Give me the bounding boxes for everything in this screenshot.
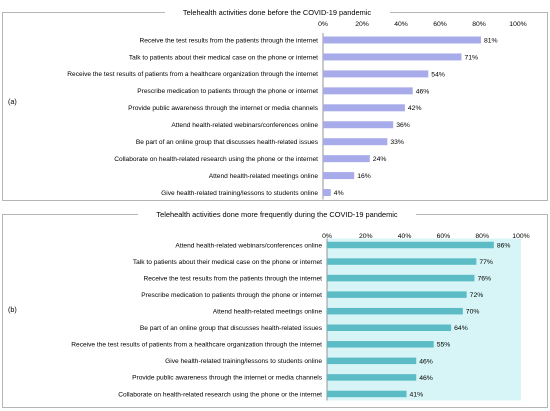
category-label: Attend health-related webinars/conferenc… (171, 122, 318, 129)
value-label: 36% (396, 122, 410, 129)
bar (323, 53, 462, 61)
bar (327, 241, 494, 249)
bar (323, 121, 394, 129)
category-label: Prescribe medication to patients through… (137, 88, 318, 95)
category-label: Collaborate on health-related research u… (114, 156, 318, 163)
category-label: Give health-related training/lessons to … (165, 358, 322, 365)
category-label: Be part of an online group that discusse… (136, 139, 319, 146)
bar (327, 357, 417, 365)
category-label: Receive the test results from the patien… (140, 37, 319, 44)
bar (323, 87, 413, 95)
category-label: Be part of an online group that discusse… (140, 325, 323, 332)
value-label: 54% (431, 71, 445, 78)
value-label: 71% (464, 54, 478, 61)
value-label: 24% (373, 156, 387, 163)
x-tick-label: 40% (394, 21, 408, 28)
panel-b-title-mask (138, 208, 416, 220)
category-label: Talk to patients about their medical cas… (129, 54, 318, 61)
x-tick-label: 0% (322, 233, 332, 240)
x-tick-label: 60% (433, 21, 447, 28)
bar (327, 258, 477, 265)
category-label: Talk to patients about their medical cas… (133, 259, 322, 266)
value-label: 33% (390, 139, 404, 146)
value-label: 77% (479, 259, 493, 266)
category-label: Prescribe medication to patients through… (141, 292, 322, 299)
x-tick-label: 40% (398, 233, 412, 240)
bar (323, 189, 331, 197)
value-label: 41% (410, 391, 424, 398)
value-label: 16% (357, 173, 371, 180)
value-label: 86% (497, 242, 511, 249)
bar (323, 138, 388, 146)
value-label: 4% (334, 190, 344, 197)
category-label: Give health-related training/lessons to … (161, 190, 318, 197)
panel-a-label: (a) (8, 97, 17, 106)
category-label: Attend health-related meetings online (213, 309, 323, 316)
x-tick-label: 0% (318, 21, 328, 28)
bar (327, 291, 467, 298)
bar (327, 324, 452, 331)
value-label: 70% (466, 309, 480, 316)
plot-band (327, 238, 521, 401)
bar (327, 341, 434, 348)
value-label: 46% (419, 375, 433, 382)
value-label: 64% (454, 325, 468, 332)
category-label: Attend health-related webinars/conferenc… (175, 242, 322, 249)
bar (323, 104, 405, 112)
category-label: Provide public awareness through the int… (128, 105, 319, 112)
bar (327, 390, 407, 398)
panel-b-chart: 0% 20% 40% 60% 80% 100% Attend health-related … (71, 233, 530, 401)
bar (327, 274, 475, 282)
bar (323, 155, 370, 163)
x-tick-label: 20% (359, 233, 373, 240)
category-label: Receive the test results of patients fro… (71, 342, 322, 349)
panel-b-label: (b) (8, 305, 17, 314)
x-tick-label: 60% (437, 233, 451, 240)
value-label: 55% (437, 342, 451, 349)
panel-b-title: Telehealth activities done more frequent… (156, 210, 397, 219)
panel-a-title: Telehealth activities done before the CO… (183, 8, 371, 17)
x-tick-label: 80% (475, 233, 489, 240)
x-tick-label: 20% (355, 21, 369, 28)
value-label: 42% (408, 105, 422, 112)
x-tick-label: 100% (512, 233, 529, 240)
value-label: 46% (419, 358, 433, 365)
x-tick-label: 80% (472, 21, 486, 28)
value-label: 46% (416, 88, 430, 95)
value-label: 72% (470, 292, 484, 299)
category-label: Collaborate on health-related research u… (118, 391, 322, 398)
category-label: Attend health-related meetings online (209, 173, 319, 180)
category-label: Receive the test results from the patien… (144, 275, 323, 282)
value-label: 76% (477, 276, 491, 283)
category-label: Receive the test results of patients fro… (67, 71, 318, 78)
bar (327, 374, 417, 381)
value-label: 81% (484, 37, 498, 44)
bar (323, 172, 355, 180)
bar (323, 70, 429, 78)
bar (327, 307, 463, 315)
panel-a-chart: 0% 20% 40% 60% 80% 100% Receive the test resul… (67, 21, 527, 200)
panel-a-title-mask (165, 6, 390, 18)
bar (323, 36, 481, 44)
x-tick-label: 100% (509, 21, 526, 28)
category-label: Provide public awareness through the int… (132, 375, 323, 382)
